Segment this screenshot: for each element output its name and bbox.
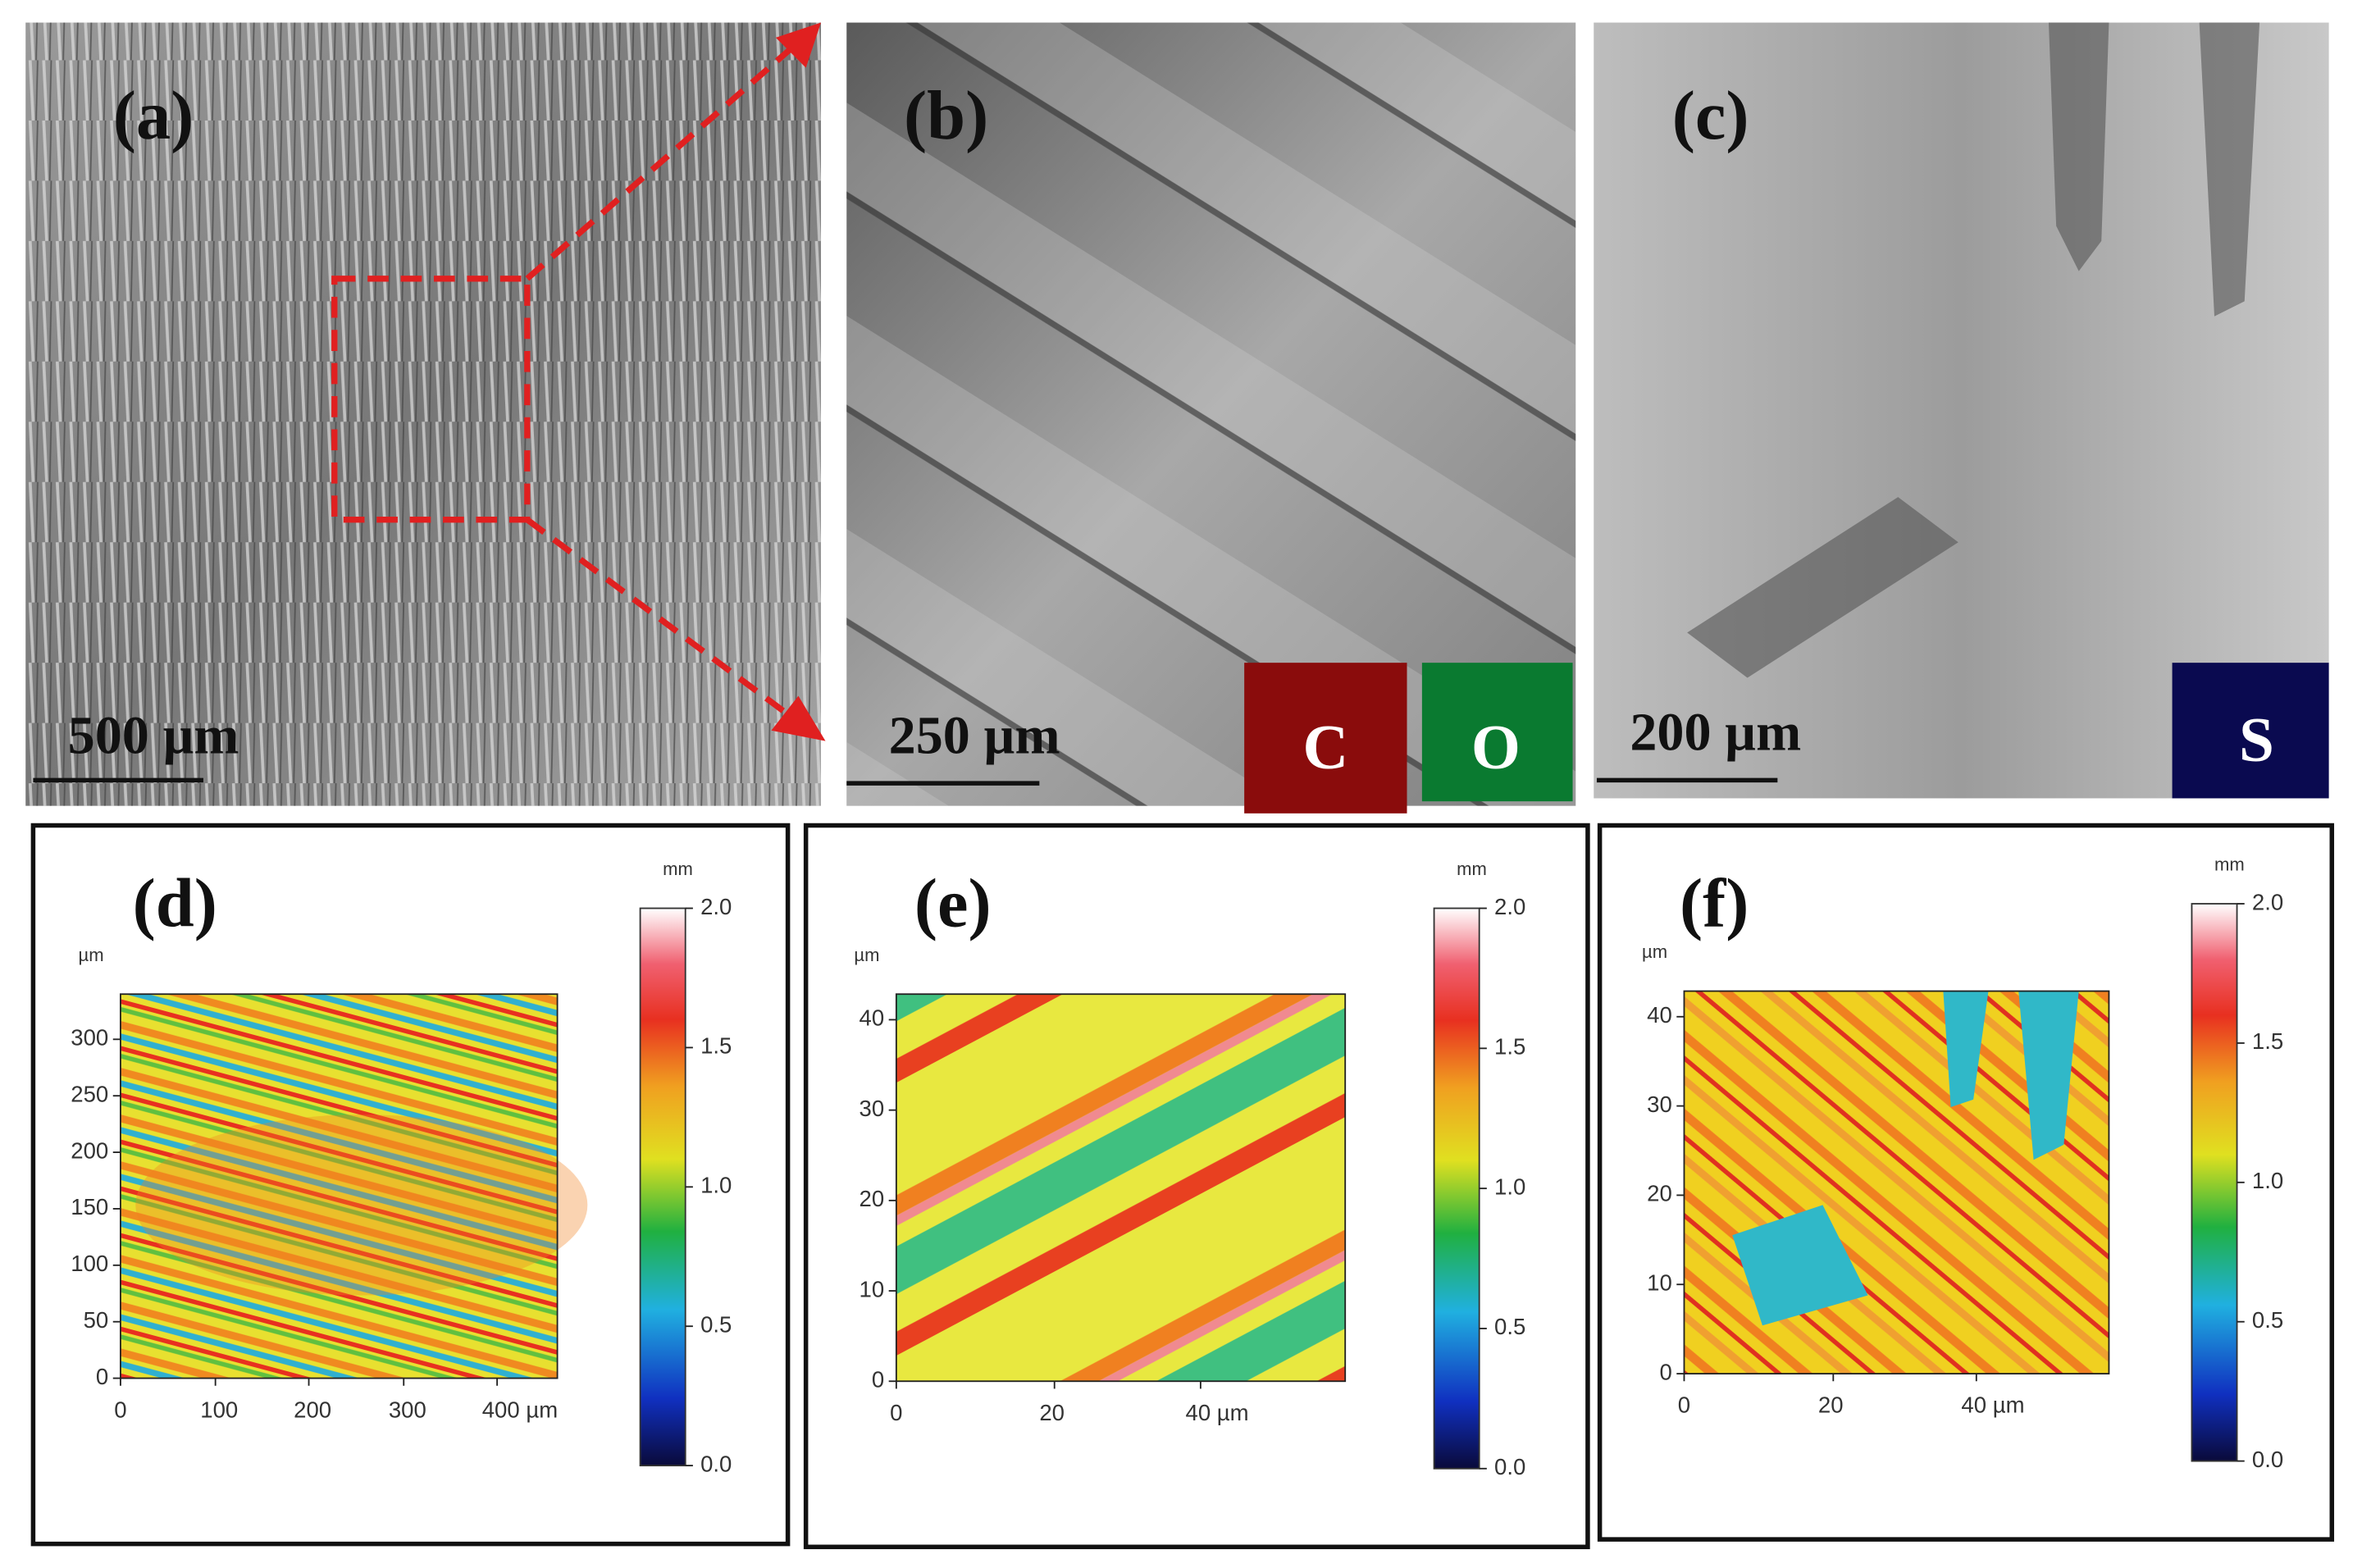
map-texture <box>135 1114 588 1296</box>
x-tick-label: 20 <box>1818 1393 1844 1418</box>
sem-texture <box>1687 22 2260 678</box>
y-tick-label: 20 <box>860 1186 885 1211</box>
x-tick-label: 200 <box>294 1397 331 1422</box>
y-tick-label: 250 <box>71 1081 108 1106</box>
eds-map-o <box>1421 663 1573 802</box>
panel-label: (b) <box>904 78 988 154</box>
x-tick-label: 100 <box>200 1397 238 1422</box>
eds-map-c <box>1244 663 1407 814</box>
y-tick-label: 0 <box>872 1367 884 1393</box>
colorbar-tick-label: 0.5 <box>2252 1307 2283 1333</box>
colorbar-tick-label: 1.0 <box>1494 1174 1525 1199</box>
plot-frame <box>1683 990 2110 1374</box>
scale-bar-label: 500 µm <box>68 705 239 765</box>
element-label: S <box>2239 704 2274 775</box>
element-label: C <box>1302 712 1348 782</box>
y-unit: µm <box>79 945 104 965</box>
colorbar-tick-label: 2.0 <box>2252 889 2283 914</box>
x-tick-label: 40 µm <box>1186 1400 1249 1425</box>
x-tick-label: 0 <box>890 1400 902 1425</box>
colorbar-tick-label: 1.5 <box>2252 1028 2283 1054</box>
colorbar-tick-label: 2.0 <box>700 894 732 919</box>
colorbar-tick-label: 0.0 <box>1494 1454 1525 1479</box>
colorbar-tick-label: 0.0 <box>2252 1447 2283 1472</box>
y-tick-label: 30 <box>860 1096 885 1121</box>
colorbar-tick-label: 0.5 <box>1494 1314 1525 1339</box>
scale-bar-label: 200 µm <box>1630 703 1801 763</box>
height-map <box>120 994 558 1379</box>
arrow-head <box>775 22 822 68</box>
x-tick-label: 0 <box>1678 1393 1690 1418</box>
height-map <box>896 994 1346 1382</box>
x-tick-label: 40 µm <box>1961 1393 2024 1418</box>
colorbar-tick-label: 1.5 <box>1494 1034 1525 1060</box>
y-tick-label: 40 <box>860 1005 885 1031</box>
colorbar <box>1433 907 1480 1470</box>
x-tick-label: 300 <box>389 1397 426 1422</box>
zoom-arrow <box>525 39 800 281</box>
map-texture <box>1732 991 2079 1326</box>
colorbar-tick-label: 1.5 <box>700 1033 732 1059</box>
colorbar-unit: mm <box>2214 855 2245 875</box>
plot-frame <box>120 993 559 1379</box>
colorbar-tick-label: 1.0 <box>700 1173 732 1198</box>
y-tick-label: 200 <box>71 1137 108 1163</box>
x-tick-label: 400 µm <box>482 1397 558 1422</box>
y-tick-label: 0 <box>96 1364 108 1389</box>
panel-label: (a) <box>113 78 194 154</box>
y-tick-label: 100 <box>71 1251 108 1276</box>
panel-label: (d) <box>133 866 217 942</box>
panel-label: (f) <box>1680 866 1749 942</box>
panel-label: (e) <box>914 866 992 942</box>
colorbar <box>639 907 686 1467</box>
colorbar-tick-label: 0.5 <box>700 1311 732 1337</box>
sem-texture <box>25 22 822 806</box>
colorbar-tick-label: 0.0 <box>700 1451 732 1476</box>
panel-label: (c) <box>1672 78 1749 154</box>
colorbar <box>2191 903 2238 1462</box>
y-tick-label: 150 <box>71 1194 108 1219</box>
eds-map-s <box>2172 663 2329 799</box>
y-unit: µm <box>1642 941 1667 962</box>
scale-bar-label: 250 µm <box>889 705 1060 765</box>
colorbar-tick-label: 1.0 <box>2252 1168 2283 1193</box>
y-tick-label: 30 <box>1647 1092 1672 1117</box>
colorbar-tick-label: 2.0 <box>1494 894 1525 919</box>
colorbar-unit: mm <box>1457 859 1487 879</box>
x-tick-label: 0 <box>114 1397 126 1422</box>
y-tick-label: 50 <box>84 1307 109 1333</box>
x-tick-label: 20 <box>1039 1400 1065 1425</box>
zoom-arrow <box>525 517 797 722</box>
y-tick-label: 20 <box>1647 1181 1672 1206</box>
y-tick-label: 10 <box>860 1276 885 1301</box>
y-unit: µm <box>854 945 879 965</box>
y-tick-label: 40 <box>1647 1002 1672 1028</box>
element-label: O <box>1471 712 1521 782</box>
y-tick-label: 0 <box>1659 1359 1671 1384</box>
arrow-head <box>771 695 826 741</box>
y-tick-label: 300 <box>71 1025 108 1051</box>
y-tick-label: 10 <box>1647 1270 1672 1296</box>
colorbar-unit: mm <box>663 859 693 879</box>
plot-frame <box>895 993 1347 1383</box>
